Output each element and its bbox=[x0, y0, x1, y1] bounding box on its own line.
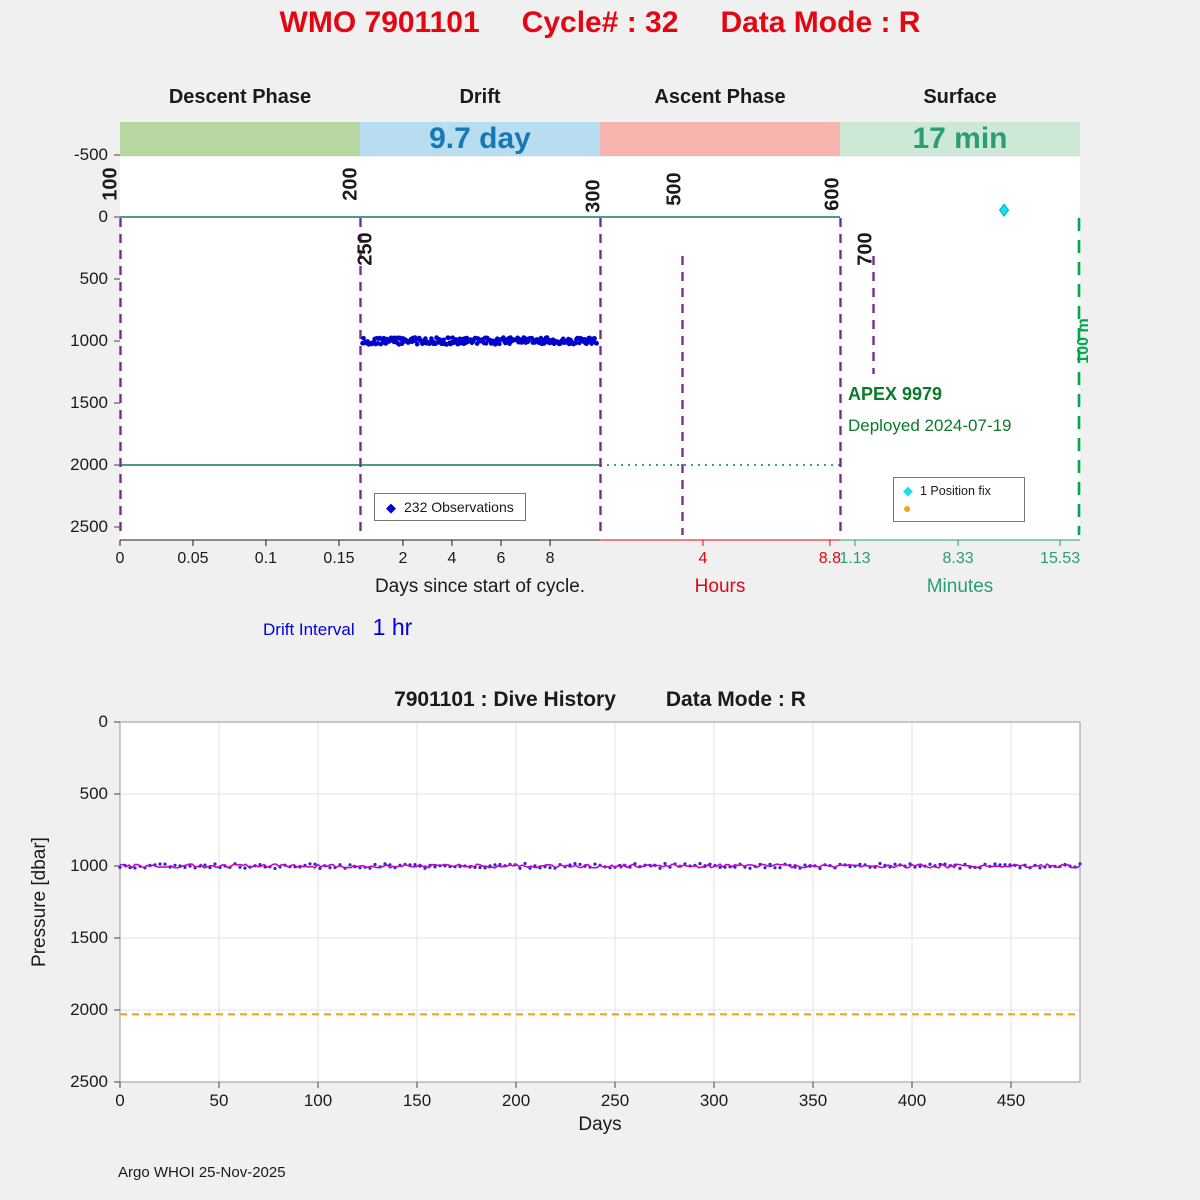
top-y-tick-2500: 2500 bbox=[70, 517, 108, 536]
observations-marker-icon: ◆ bbox=[386, 499, 396, 515]
observations-legend: ◆ 232 Observations bbox=[374, 493, 526, 521]
profile-marker-label-200: 200 bbox=[339, 167, 362, 201]
top-y-tick-2000: 2000 bbox=[70, 455, 108, 474]
bottom-x-tick-200: 200 bbox=[501, 1091, 531, 1110]
bottom-y-tick-0: 0 bbox=[98, 712, 108, 731]
profile-marker-label-600: 600 bbox=[821, 177, 844, 211]
phase-band-1: 9.7 day bbox=[360, 122, 600, 156]
top-x-tick-0: 0 bbox=[115, 550, 125, 567]
drift-interval-value: 1 hr bbox=[372, 614, 413, 640]
phase-label-3: Surface bbox=[923, 86, 997, 108]
top-y-tick-0: 0 bbox=[98, 207, 108, 226]
drift-interval: Drift Interval 1 hr bbox=[263, 614, 412, 641]
bottom-x-tick-150: 150 bbox=[402, 1091, 432, 1110]
float-name: APEX 9979 bbox=[848, 384, 943, 404]
axis-caption-0: Days since start of cycle. bbox=[374, 576, 586, 597]
top-x-tick-4: 4 bbox=[447, 550, 457, 567]
top-x-tick-8: 8 bbox=[545, 550, 555, 567]
bottom-y-tick-500: 500 bbox=[79, 784, 108, 803]
top-y-tick-1500: 1500 bbox=[70, 393, 108, 412]
profile-marker-label-250: 250 bbox=[354, 232, 377, 266]
observations-legend-label: 232 Observations bbox=[404, 499, 514, 515]
phase-band-3: 17 min bbox=[840, 122, 1080, 156]
dive-history-title-text: 7901101 : Dive History bbox=[394, 688, 616, 711]
profile-marker-label-300: 300 bbox=[582, 179, 605, 213]
profile-marker-label-700: 700 bbox=[854, 232, 877, 266]
deployed-date: Deployed 2024-07-19 bbox=[848, 416, 1012, 435]
bottom-x-tick-350: 350 bbox=[798, 1091, 828, 1110]
bottom-x-tick-250: 250 bbox=[600, 1091, 630, 1110]
top-x-tick-15.53: 15.53 bbox=[1040, 550, 1081, 567]
bottom-y-tick-2000: 2000 bbox=[70, 1000, 108, 1019]
footer-attribution: Argo WHOI 25-Nov-2025 bbox=[118, 1164, 286, 1181]
figure-title-wmo: WMO 7901101 bbox=[279, 6, 480, 39]
bottom-x-tick-300: 300 bbox=[699, 1091, 729, 1110]
figure-title-datamode: Data Mode : R bbox=[720, 6, 921, 39]
axis-caption-1: Hours bbox=[694, 576, 746, 597]
top-x-tick-8.8: 8.8 bbox=[818, 550, 842, 567]
position-fix-marker-icon: ◆ bbox=[903, 483, 913, 499]
profile-marker-label-500: 500 bbox=[663, 172, 686, 206]
bottom-x-tick-450: 450 bbox=[996, 1091, 1026, 1110]
bottom-x-tick-50: 50 bbox=[209, 1091, 229, 1110]
phase-duration-3: 17 min bbox=[912, 122, 1008, 155]
days-axis-label: Days bbox=[578, 1114, 622, 1135]
depth-line-label: 100 m bbox=[1075, 318, 1092, 364]
bottom-y-tick-1000: 1000 bbox=[70, 856, 108, 875]
bottom-y-tick-1500: 1500 bbox=[70, 928, 108, 947]
top-y-tick--500: -500 bbox=[73, 145, 108, 164]
top-x-tick-0.05: 0.05 bbox=[177, 550, 209, 567]
orange-marker-legend-row: ● bbox=[903, 501, 1015, 515]
dive-history-title: 7901101 : Dive History Data Mode : R bbox=[0, 688, 1200, 712]
top-y-tick-1000: 1000 bbox=[70, 331, 108, 350]
bottom-x-tick-400: 400 bbox=[897, 1091, 927, 1110]
bottom-x-tick-0: 0 bbox=[115, 1091, 125, 1110]
profile-marker-label-100: 100 bbox=[99, 167, 122, 201]
top-x-tick-0.1: 0.1 bbox=[254, 550, 278, 567]
dive-history-datamode: Data Mode : R bbox=[665, 688, 806, 711]
orange-marker-icon: ● bbox=[903, 500, 912, 517]
phase-band-0 bbox=[120, 122, 360, 156]
top-x-tick-6: 6 bbox=[496, 550, 506, 567]
figure-title: WMO 7901101 Cycle# : 32 Data Mode : R bbox=[0, 6, 1200, 40]
phase-label-1: Drift bbox=[459, 86, 501, 108]
bottom-x-tick-100: 100 bbox=[303, 1091, 333, 1110]
figure-title-cycle: Cycle# : 32 bbox=[521, 6, 679, 39]
position-fix-legend: ◆ 1 Position fix ● bbox=[893, 477, 1025, 522]
top-x-tick-0.15: 0.15 bbox=[323, 550, 355, 567]
position-fix-legend-row: ◆ 1 Position fix bbox=[903, 484, 1015, 498]
phase-label-0: Descent Phase bbox=[168, 86, 312, 108]
axis-caption-2: Minutes bbox=[926, 576, 994, 597]
top-x-tick-1.13: 1.13 bbox=[839, 550, 871, 567]
phase-duration-1: 9.7 day bbox=[429, 122, 531, 155]
pressure-axis-label: Pressure [dbar] bbox=[29, 837, 50, 967]
position-fix-label: 1 Position fix bbox=[920, 483, 991, 498]
top-x-tick-2: 2 bbox=[398, 550, 408, 567]
phase-label-2: Ascent Phase bbox=[654, 86, 786, 108]
bottom-y-tick-2500: 2500 bbox=[70, 1072, 108, 1091]
top-x-tick-4: 4 bbox=[698, 550, 708, 567]
top-y-tick-500: 500 bbox=[79, 269, 108, 288]
phase-band-2 bbox=[600, 122, 840, 156]
top-x-tick-8.33: 8.33 bbox=[942, 550, 974, 567]
drift-interval-label: Drift Interval bbox=[263, 620, 355, 639]
